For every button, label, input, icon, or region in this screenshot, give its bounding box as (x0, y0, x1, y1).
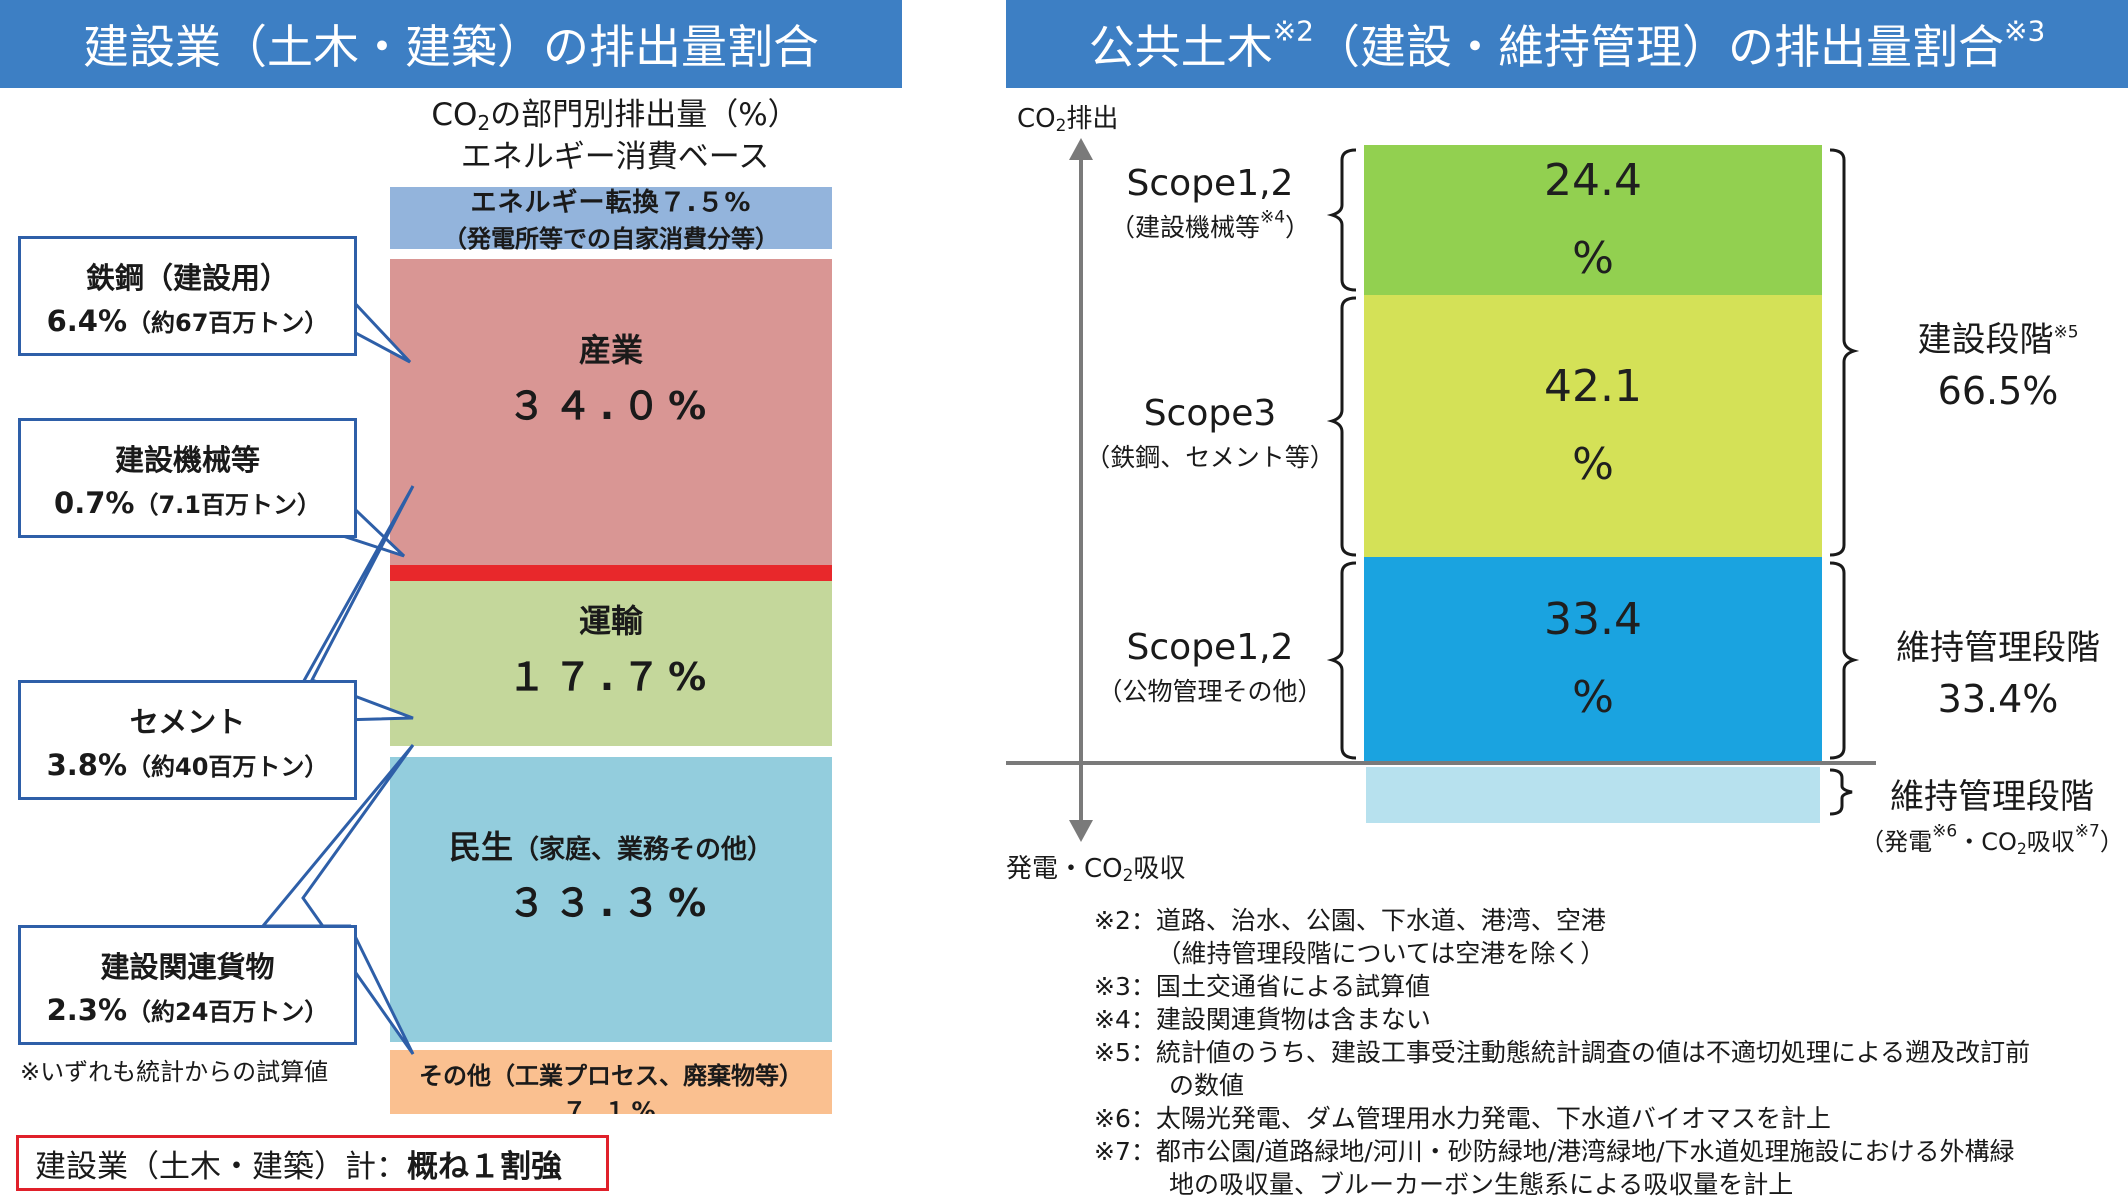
left-footnote: ※いずれも統計からの試算値 (20, 1058, 329, 1086)
household-name: 民生 (448, 828, 513, 866)
household-note: （家庭、業務その他） (513, 835, 774, 865)
segment-household: 民生（家庭、業務その他） ３３.３% (390, 757, 832, 1042)
label-scope1-construction: Scope1,2 （建設機械等※4） (1090, 158, 1330, 248)
bar-scope3-number: 42.1 (1544, 361, 1642, 412)
note-line: ※3：国土交通省による試算値 (1094, 972, 1431, 1001)
pointer-steel (348, 294, 412, 364)
segment-industry: 産業 ３４.０% (390, 259, 832, 565)
brace-scope1 (1326, 148, 1357, 292)
transport-value: １７.７% (507, 655, 715, 699)
right-axes (1006, 138, 1876, 842)
note-line: の数値 (1094, 1071, 1245, 1100)
scope1-name: Scope1,2 (1126, 162, 1294, 204)
scope3-name: Scope3 (1143, 392, 1277, 434)
note-line: 地の吸収量、ブルーカーボン生態系による吸収量を計上 (1094, 1170, 1794, 1199)
industry-value: ３４.０% (507, 383, 715, 428)
bar-scope1-construction: 24.4 % (1364, 145, 1822, 295)
scope1-sub: （建設機械等※4） (1109, 206, 1311, 242)
callout-construction-machinery: 建設機械等 0.7%（7.1百万トン） (18, 418, 357, 538)
left-axis-subtitle: CO2の部門別排出量（%） エネルギー消費ベース (385, 92, 845, 180)
transport-name: 運輸 (578, 602, 643, 640)
left-subtitle-line1: CO2の部門別排出量（%） (431, 97, 799, 136)
bar-scope3-unit: % (1572, 439, 1614, 490)
segment-energy-conversion: エネルギー転換７.５% （発電所等での自家消費分等） (390, 187, 832, 253)
brace-maintenance-stage (1829, 561, 1860, 760)
energy-note: （発電所等での自家消費分等） (443, 225, 779, 253)
label-scope1-maintenance: Scope1,2 （公物管理その他） (1090, 622, 1330, 712)
axis-arrow-up (1069, 138, 1093, 160)
note-line: ※7：都市公園/道路緑地/河川・砂防緑地/港湾緑地/下水道処理施設における外構緑 (1094, 1137, 2015, 1166)
right-title: 公共土木※2（建設・維持管理）の排出量割合※3 (1088, 14, 2046, 74)
callout-machinery-name: 建設機械等 (114, 442, 260, 477)
household-label: 民生（家庭、業務その他） (449, 822, 773, 868)
callout-construction-freight: 建設関連貨物 2.3%（約24百万トン） (18, 925, 357, 1045)
brace-maintenance-negative (1829, 768, 1853, 816)
brace-scope-maint (1326, 561, 1357, 760)
callout-cement-value: 3.8%（約40百万トン） (46, 747, 329, 782)
left-subtitle-line2: エネルギー消費ベース (460, 139, 770, 175)
scope3-sub: （鉄鋼、セメント等） (1085, 442, 1335, 472)
callout-machinery-value: 0.7%（7.1百万トン） (54, 485, 321, 520)
household-value: ３３.３% (507, 881, 715, 925)
bar-maintenance-negative (1366, 767, 1820, 823)
segment-other: その他（工業プロセス、廃棄物等） ７.１% (390, 1050, 832, 1114)
right-title-banner: 公共土木※2（建設・維持管理）の排出量割合※3 (1006, 0, 2128, 88)
other-name: その他（工業プロセス、廃棄物等） (419, 1062, 803, 1090)
bar-scope1-number: 24.4 (1544, 155, 1642, 206)
callout-cement: セメント 3.8%（約40百万トン） (18, 680, 357, 800)
bar-scope3-construction: 42.1 % (1364, 295, 1822, 557)
segment-construction-machinery (390, 565, 832, 581)
callout-steel-name: 鉄鋼（建設用） (85, 260, 289, 295)
callout-freight-value: 2.3%（約24百万トン） (46, 992, 329, 1027)
callout-freight-name: 建設関連貨物 (100, 949, 275, 984)
other-value: ７.１% (562, 1097, 660, 1114)
energy-name: エネルギー転換７.５% (470, 188, 752, 218)
callout-steel-value: 6.4%（約67百万トン） (46, 303, 329, 338)
stage3-title: 維持管理段階 (1890, 777, 2094, 817)
note-line: ※4：建設関連貨物は含まない (1094, 1005, 1431, 1034)
stage1-title: 建設段階※5 (1917, 319, 2079, 360)
bar-maintenance-unit: % (1572, 672, 1614, 723)
stage2-value: 33.4% (1937, 676, 2059, 721)
scope-maint-sub: （公物管理その他） (1097, 676, 1323, 706)
note-line: ※5：統計値のうち、建設工事受注動態統計調査の値は不適切処理による遡及改訂前 (1094, 1038, 2031, 1067)
label-maintenance-stage: 維持管理段階 33.4% (1868, 620, 2128, 721)
axis-label-top: CO2排出 (1017, 104, 1119, 136)
note-line: （維持管理段階については空港を除く） (1094, 939, 1606, 968)
note-line: ※6：太陽光発電、ダム管理用水力発電、下水道バイオマスを計上 (1094, 1104, 1831, 1133)
right-notes: ※2：道路、治水、公園、下水道、港湾、空港 （維持管理段階については空港を除く）… (1094, 904, 2030, 1201)
left-title-banner: 建設業（土木・建築）の排出量割合 (0, 0, 902, 88)
industry-name: 産業 (578, 330, 643, 369)
axis-arrow-down (1069, 820, 1093, 842)
bar-scope1-unit: % (1572, 233, 1614, 284)
label-construction-stage: 建設段階※5 66.5% (1868, 312, 2128, 413)
label-scope3: Scope3 （鉄鋼、セメント等） (1085, 388, 1335, 478)
bar-scope1-maintenance: 33.4 % (1364, 557, 1822, 761)
total-label: 建設業（土木・建築）計： (35, 1148, 407, 1185)
left-title: 建設業（土木・建築）の排出量割合 (83, 20, 819, 74)
total-box: 建設業（土木・建築）計： 概ね１割強 (16, 1135, 609, 1191)
axis-label-bottom: 発電・CO2吸収 (1006, 854, 1186, 886)
bar-maintenance-number: 33.4 (1544, 594, 1642, 645)
stage2-title: 維持管理段階 (1896, 627, 2100, 668)
label-maintenance-negative: 維持管理段階 （発電※6・CO2吸収※7） (1856, 766, 2128, 860)
brace-construction-stage (1829, 148, 1860, 557)
stage3-sub: （発電※6・CO2吸収※7） (1860, 821, 2124, 858)
brace-scope3 (1326, 296, 1357, 557)
callout-steel: 鉄鋼（建設用） 6.4%（約67百万トン） (18, 236, 357, 356)
segment-transport: 運輸 １７.７% (390, 581, 832, 746)
note-line: ※2：道路、治水、公園、下水道、港湾、空港 (1094, 906, 1606, 935)
scope-maint-name: Scope1,2 (1126, 626, 1294, 668)
total-value: 概ね１割強 (407, 1148, 562, 1185)
stage1-value: 66.5% (1937, 368, 2059, 413)
callout-cement-name: セメント (129, 704, 246, 739)
